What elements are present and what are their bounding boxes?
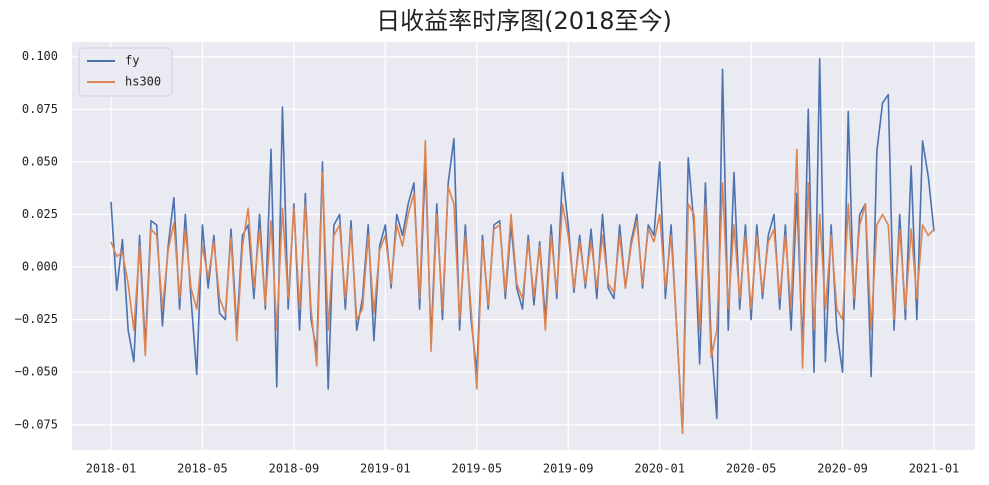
y-tick-label: 0.075 [22,102,58,116]
legend-label: hs300 [125,75,161,89]
y-tick-label: 0.050 [22,154,58,168]
chart-title: 日收益率时序图(2018至今) [376,7,672,35]
x-tick-label: 2019-01 [360,462,411,476]
y-tick-label: −0.050 [15,365,58,379]
series-line [110,58,935,434]
x-tick-label: 2019-05 [451,462,502,476]
x-tick-label: 2018-09 [269,462,320,476]
x-tick-label: 2019-09 [543,462,594,476]
plot-area [72,42,975,450]
x-tick-label: 2018-05 [177,462,228,476]
y-tick-label: 0.025 [22,207,58,221]
series-line [110,140,935,434]
x-tick-label: 2018-01 [86,462,137,476]
grid [72,42,975,450]
y-tick-label: 0.000 [22,260,58,274]
y-tick-label: −0.025 [15,312,58,326]
y-tick-label: −0.075 [15,417,58,431]
x-tick-label: 2020-01 [634,462,685,476]
x-tick-label: 2021-01 [909,462,960,476]
x-tick-label: 2020-05 [726,462,777,476]
lines [110,58,935,434]
y-tick-label: 0.100 [22,49,58,63]
legend: fy hs300 [78,47,173,97]
axes: 0.100 0.075 0.050 0.025 0.000 −0.025 −0.050 −0.… [15,49,960,475]
legend-label: fy [125,54,139,68]
x-tick-label: 2020-09 [817,462,868,476]
